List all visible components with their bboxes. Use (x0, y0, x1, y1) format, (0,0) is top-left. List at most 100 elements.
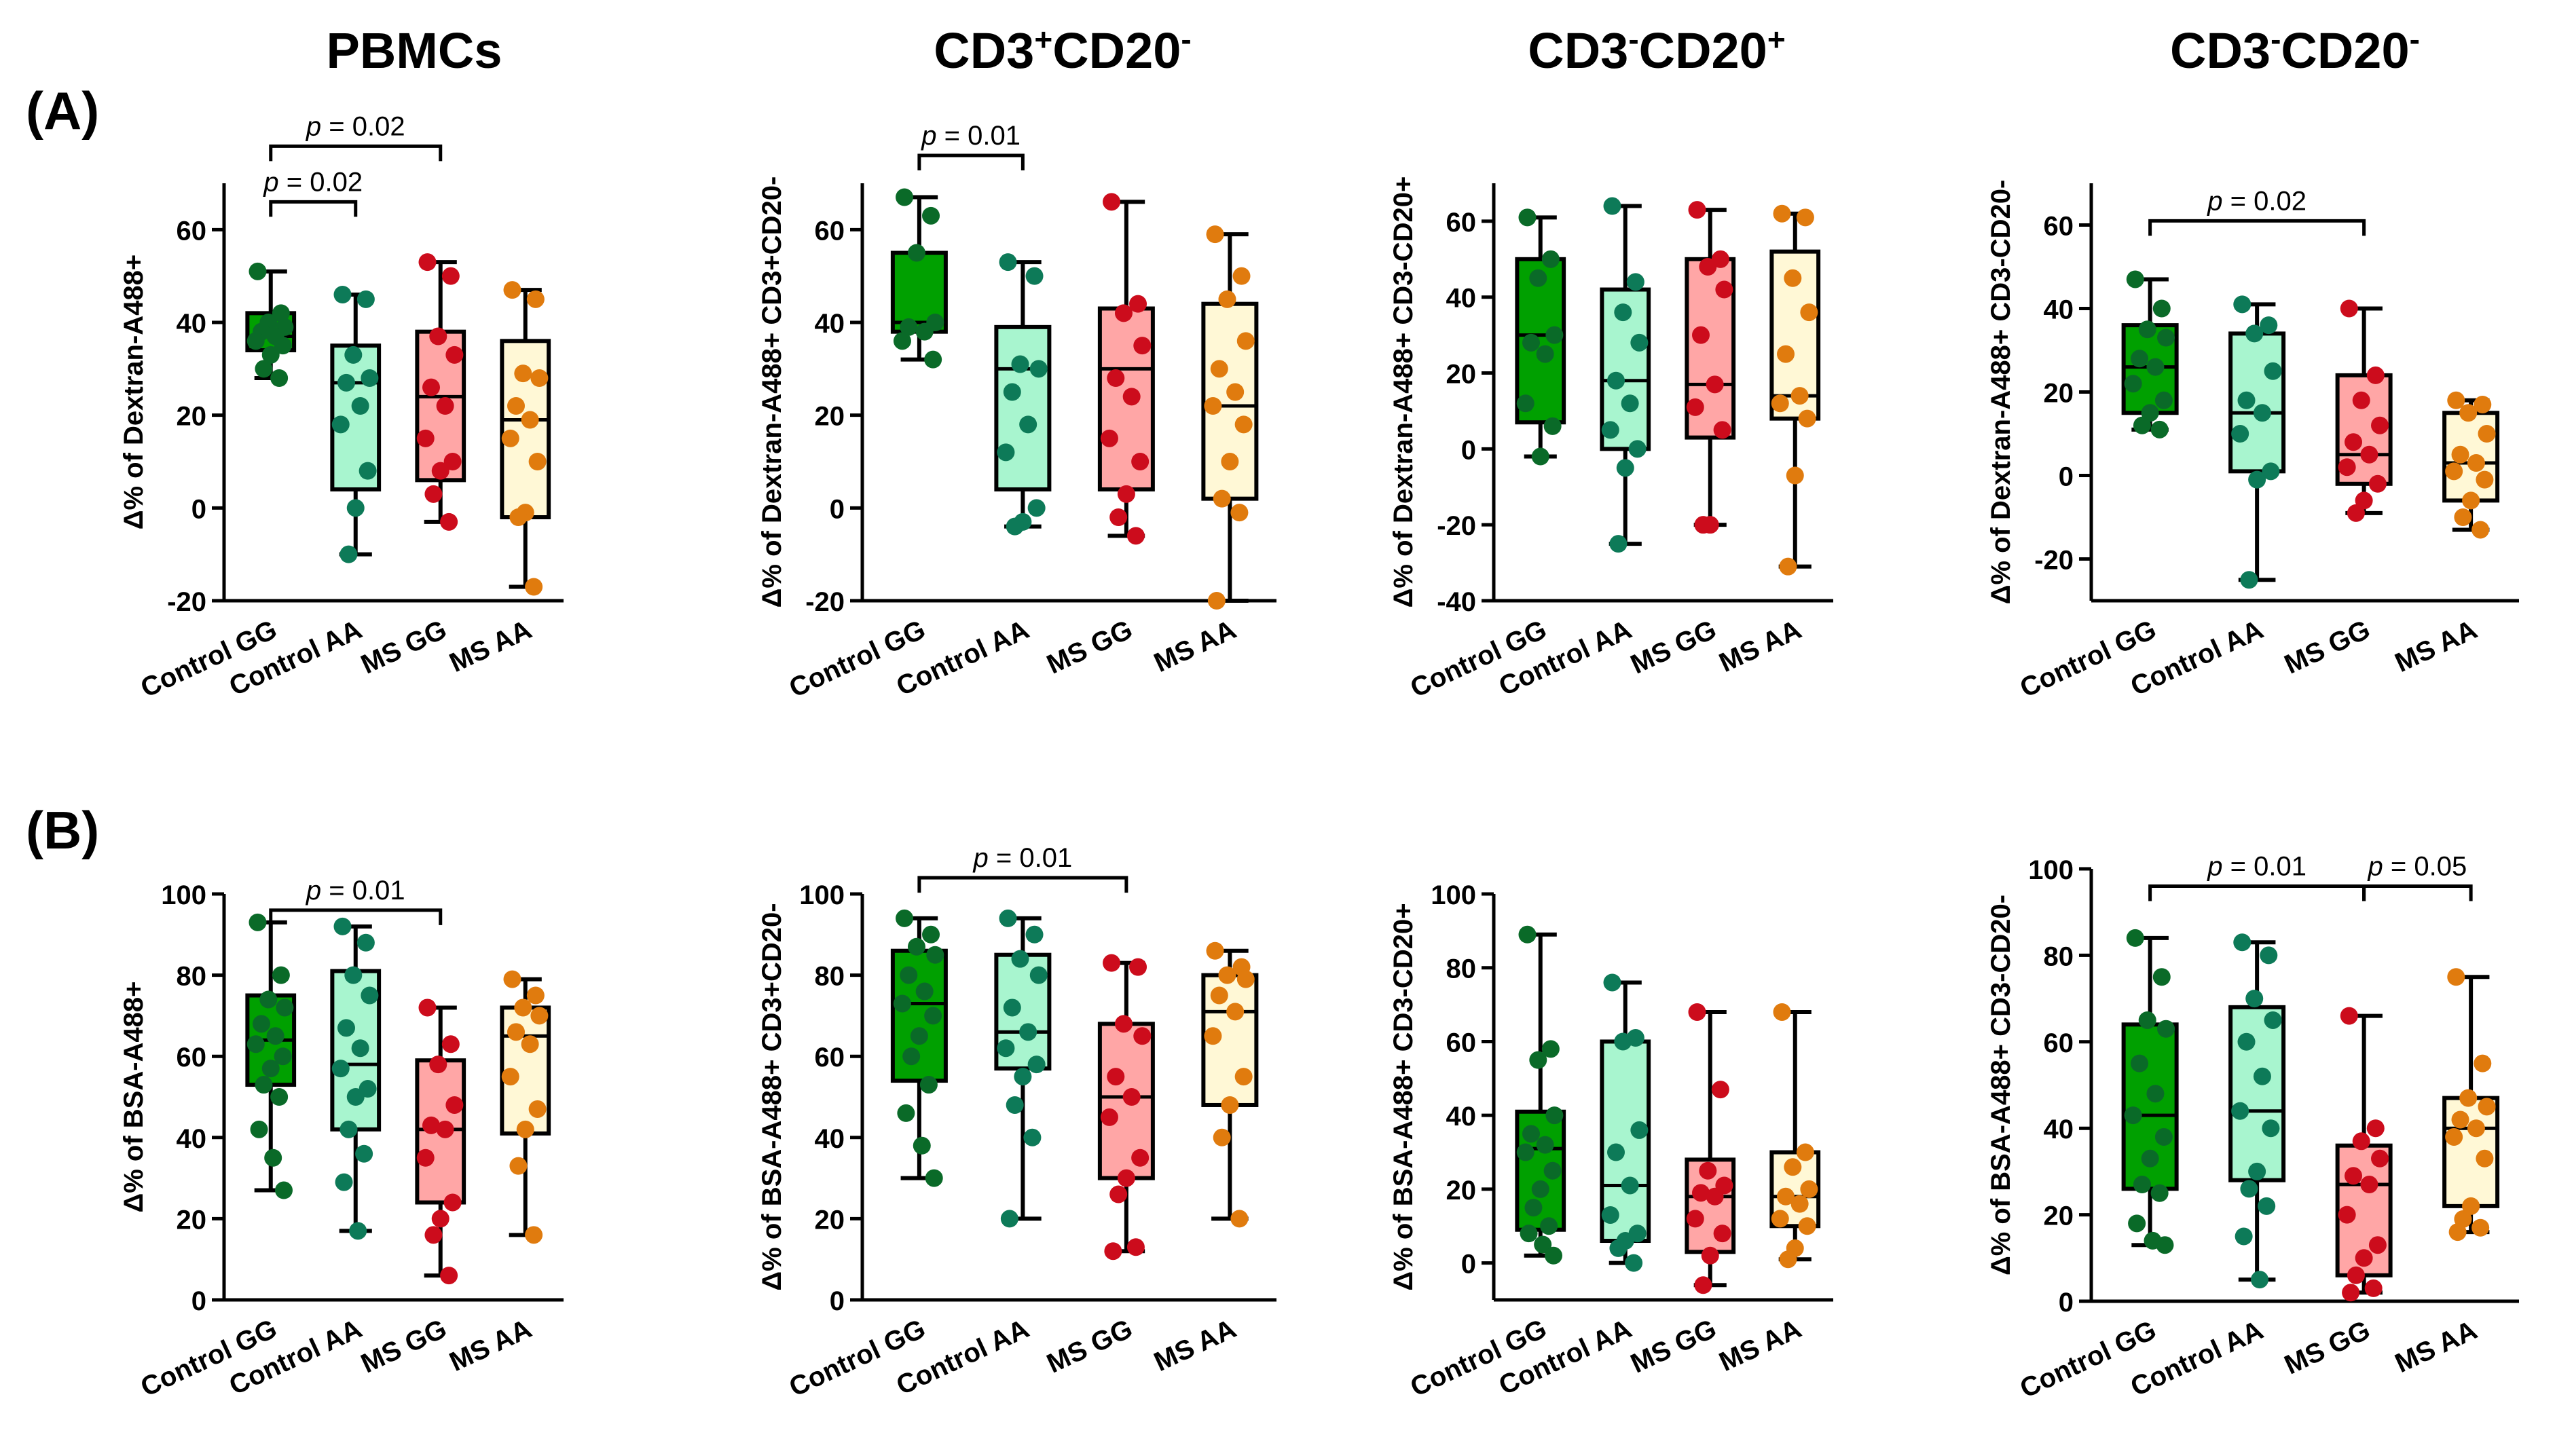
data-point (2231, 1102, 2249, 1120)
data-point (331, 1060, 350, 1078)
data-point (1218, 290, 1236, 308)
data-point (999, 909, 1017, 927)
y-tick-label: 40 (1446, 1102, 1477, 1132)
y-tick-label: 20 (2044, 1201, 2074, 1231)
data-point (1790, 387, 1809, 405)
y-tick-label: 100 (799, 880, 845, 910)
data-point (2478, 1098, 2496, 1116)
data-point (1779, 557, 1797, 576)
data-point (1630, 1121, 1649, 1139)
data-point (1131, 453, 1150, 470)
box-group-4 (1201, 225, 1259, 610)
data-point (1006, 1096, 1024, 1114)
data-point (530, 369, 549, 387)
data-point (1784, 1158, 1802, 1176)
data-point (261, 1060, 280, 1078)
data-point (2253, 1067, 2271, 1085)
p-symbol: p (306, 876, 321, 906)
data-point (2231, 425, 2249, 443)
p-value-label: p = 0.01 (2207, 851, 2306, 881)
data-point (896, 909, 914, 927)
p-value: = 0.01 (2223, 851, 2306, 881)
data-point (1529, 269, 1547, 287)
data-point (2264, 1011, 2282, 1029)
y-axis-label: Δ% of BSA-A488+ CD3-CD20- (1986, 895, 2016, 1275)
data-point (1545, 326, 1564, 344)
data-point (2235, 1227, 2253, 1246)
box-group-4 (1201, 941, 1259, 1228)
data-point (1234, 415, 1253, 434)
data-point (1706, 1187, 1724, 1206)
data-point (893, 994, 911, 1013)
data-point (897, 1104, 915, 1122)
data-point (416, 429, 435, 447)
y-tick-label: 80 (177, 962, 207, 992)
data-point (1019, 1023, 1037, 1041)
column-title-4: CD3-CD20- (2170, 22, 2420, 79)
data-point (440, 512, 458, 531)
data-point (1226, 1003, 1245, 1021)
significance-bracket-1: p = 0.02 (2148, 186, 2366, 236)
data-point (270, 1088, 289, 1106)
data-point (445, 1096, 464, 1114)
data-point (1129, 958, 1147, 976)
box-group-3 (1097, 954, 1155, 1261)
data-point (1607, 1143, 1625, 1161)
bracket-line (269, 144, 443, 162)
data-point (339, 1120, 358, 1138)
data-point (2138, 320, 2156, 339)
data-point (1213, 489, 1231, 508)
data-point (501, 429, 519, 447)
box-iqr (994, 324, 1052, 492)
data-point (1603, 973, 1621, 992)
bracket-line (917, 153, 1025, 170)
data-point (1204, 397, 1222, 415)
data-point (1706, 375, 1724, 394)
data-point (2152, 299, 2171, 318)
significance-bracket-2: p = 0.02 (269, 111, 443, 162)
p-value: = 0.01 (321, 876, 405, 906)
y-tick-label: -20 (167, 587, 206, 617)
box-group-3 (1685, 1003, 1736, 1294)
data-point (1107, 1068, 1125, 1086)
data-point (2445, 462, 2463, 481)
p-value: = 0.05 (2383, 851, 2467, 881)
y-tick-label: 20 (2044, 379, 2074, 409)
box-group-1 (245, 262, 297, 387)
y-tick-label: -40 (1437, 587, 1476, 617)
column-title-4-part-2: - (2271, 22, 2281, 57)
box-group-2 (994, 909, 1052, 1228)
data-point (1114, 1015, 1133, 1033)
column-title-2-part-4: - (1181, 22, 1191, 57)
data-point (1616, 459, 1634, 477)
data-point (1027, 499, 1046, 517)
data-point (1614, 303, 1632, 322)
data-point (915, 982, 934, 1001)
y-tick-label: 40 (815, 309, 845, 339)
y-tick-label: 40 (815, 1124, 845, 1154)
data-point (528, 453, 547, 470)
significance-bracket-1: p = 0.01 (917, 121, 1025, 170)
data-point (924, 350, 942, 369)
data-point (2451, 1110, 2469, 1129)
box-group-2 (330, 286, 382, 563)
data-point (2258, 1197, 2276, 1215)
data-point (1000, 1210, 1018, 1228)
column-title-1-part-1: PBMCs (326, 22, 502, 79)
data-point (2157, 329, 2175, 347)
data-point (272, 304, 290, 322)
data-point (2347, 504, 2365, 522)
data-point (2262, 462, 2280, 481)
y-tick-label: 60 (815, 1043, 845, 1072)
data-point (1773, 204, 1791, 223)
data-point (2345, 1167, 2363, 1185)
data-point (1628, 440, 1647, 458)
data-point (1131, 1149, 1150, 1167)
data-point (246, 332, 265, 350)
data-point (429, 1056, 447, 1074)
data-point (2352, 1132, 2370, 1151)
bracket-line (2362, 884, 2473, 901)
data-point (1522, 1125, 1540, 1143)
box-group-1 (890, 188, 948, 369)
